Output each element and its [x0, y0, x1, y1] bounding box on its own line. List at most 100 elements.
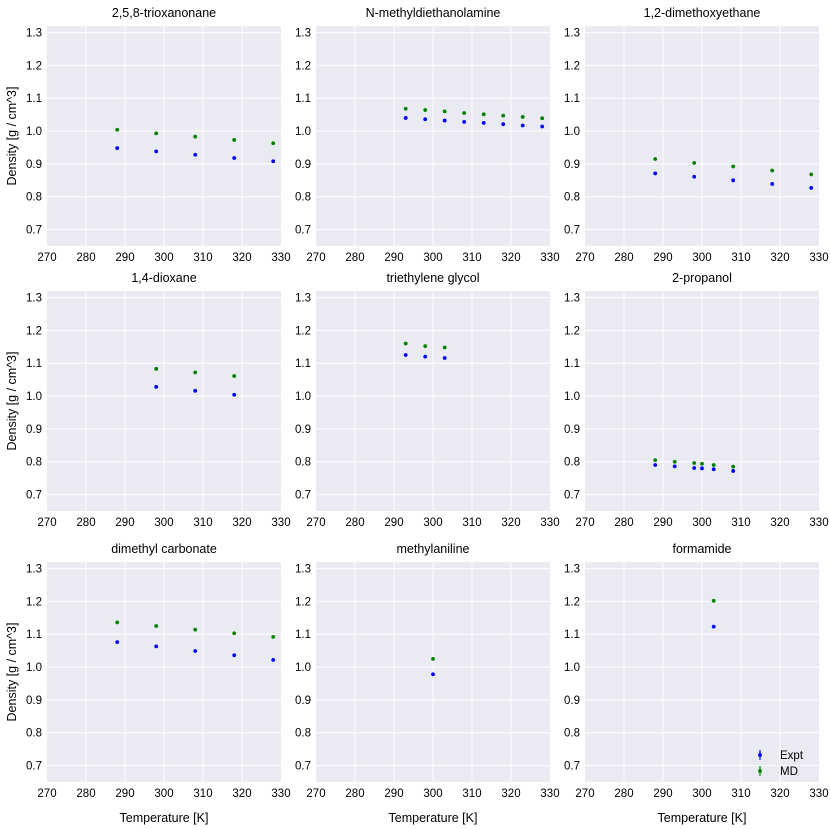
x-tick-label: 290 [384, 788, 403, 800]
subplot-2: 270 280 290 300 310 320 330 0.7 0.8 0.9 1.0 1.1 1.2 1… [295, 6, 560, 264]
expt-point [770, 182, 775, 186]
y-tick-label: 1.3 [564, 28, 580, 40]
md-point [193, 627, 198, 632]
x-tick-label: 280 [76, 788, 95, 800]
x-tick-label: 300 [154, 252, 173, 264]
subplot-title: N-methyldiethanolamine [366, 6, 501, 20]
expt-point [271, 657, 276, 662]
x-tick-label: 310 [462, 252, 481, 264]
md-point [700, 461, 704, 466]
y-tick-label: 1.1 [295, 93, 311, 105]
x-tick-label: 270 [575, 788, 594, 800]
expt-point [154, 384, 159, 389]
x-tick-label: 310 [462, 517, 481, 529]
y-tick-label: 0.8 [26, 192, 42, 204]
md-point [431, 656, 435, 661]
expt-point [115, 146, 120, 151]
x-tick-label: 290 [653, 252, 672, 264]
expt-point [731, 469, 736, 473]
expt-point [501, 122, 506, 127]
x-tick-label: 290 [115, 517, 134, 529]
x-tick-label: 320 [501, 252, 520, 264]
x-tick-label: 320 [770, 252, 789, 264]
md-point [442, 345, 447, 350]
expt-point [653, 463, 658, 467]
y-tick-label: 1.0 [564, 391, 580, 403]
legend-label: MD [780, 766, 798, 778]
y-tick-label: 0.8 [26, 457, 42, 469]
y-tick-label: 0.8 [26, 728, 42, 740]
x-tick-label: 280 [76, 252, 95, 264]
x-tick-label: 300 [423, 252, 442, 264]
md-point [653, 157, 658, 161]
expt-point [403, 116, 408, 120]
expt-point [154, 149, 159, 154]
y-tick-label: 0.9 [564, 159, 580, 171]
md-point [770, 168, 775, 173]
expt-point [271, 159, 276, 164]
x-tick-label: 300 [692, 517, 711, 529]
x-tick-label: 290 [384, 517, 403, 529]
y-tick-label: 1.2 [564, 60, 580, 72]
expt-point [193, 152, 198, 157]
md-point [462, 111, 467, 115]
x-tick-label: 270 [306, 788, 325, 800]
expt-point [540, 124, 545, 129]
y-tick-label: 0.8 [295, 192, 311, 204]
expt-point [462, 119, 467, 124]
y-tick-label: 1.2 [295, 596, 311, 608]
subplot-title: methylaniline [397, 542, 470, 556]
x-tick-label: 280 [614, 517, 633, 529]
expt-point [520, 123, 525, 128]
subplot-title: dimethyl carbonate [111, 542, 217, 556]
expt-point [692, 466, 697, 470]
expt-point [692, 174, 697, 179]
y-tick-label: 1.2 [26, 596, 42, 608]
md-point [193, 134, 198, 139]
x-axis-label: Temperature [K] [658, 811, 747, 825]
y-tick-label: 1.1 [26, 358, 42, 370]
md-point [271, 141, 276, 146]
subplot-title: 2-propanol [672, 271, 732, 285]
y-tick-label: 0.7 [564, 761, 580, 773]
md-point [403, 106, 408, 111]
expt-point [193, 649, 198, 653]
x-tick-label: 270 [306, 517, 325, 529]
y-tick-label: 1.3 [295, 28, 311, 40]
x-tick-label: 280 [345, 788, 364, 800]
md-point [423, 344, 428, 349]
y-tick-label: 1.2 [295, 325, 311, 337]
y-tick-label: 1.1 [564, 93, 580, 105]
x-tick-label: 300 [692, 252, 711, 264]
x-tick-label: 320 [770, 788, 789, 800]
y-tick-label: 0.9 [564, 424, 580, 436]
y-tick-label: 1.2 [26, 60, 42, 72]
md-point [809, 172, 814, 177]
y-tick-label: 1.0 [564, 662, 580, 674]
x-axis-label: Temperature [K] [120, 811, 209, 825]
x-tick-label: 330 [271, 252, 290, 264]
md-point [711, 463, 716, 467]
md-point [193, 370, 198, 375]
y-tick-label: 1.1 [564, 629, 580, 641]
y-tick-label: 1.2 [564, 596, 580, 608]
x-tick-label: 320 [232, 252, 251, 264]
md-point [423, 108, 428, 112]
x-tick-label: 270 [575, 252, 594, 264]
md-point [115, 620, 120, 625]
x-tick-label: 300 [423, 788, 442, 800]
x-tick-label: 330 [540, 517, 559, 529]
expt-point [403, 353, 408, 357]
md-point [232, 631, 237, 636]
md-point [692, 161, 697, 165]
subplot-5: 270 280 290 300 310 320 330 0.7 0.8 0.9 1.0 1.1 1.2 1… [295, 271, 560, 529]
y-tick-label: 1.1 [26, 93, 42, 105]
x-tick-label: 270 [37, 252, 56, 264]
expt-point [731, 178, 736, 183]
y-tick-label: 1.2 [295, 60, 311, 72]
y-tick-label: 1.1 [26, 629, 42, 641]
y-tick-label: 0.7 [295, 490, 311, 502]
md-point [232, 374, 237, 378]
expt-point [115, 640, 120, 645]
